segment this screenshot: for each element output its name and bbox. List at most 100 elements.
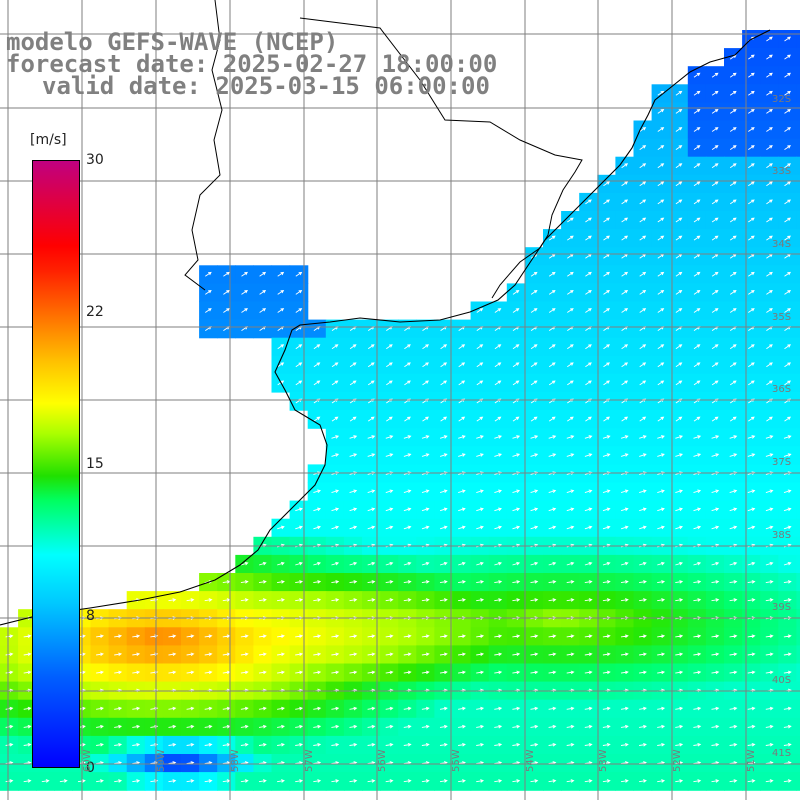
coastline-path bbox=[299, 17, 583, 249]
wind-arrow bbox=[566, 561, 575, 566]
wind-arrow bbox=[494, 380, 502, 386]
wind-arrow bbox=[367, 779, 376, 783]
wind-arrow bbox=[784, 271, 791, 277]
wind-arrow bbox=[114, 706, 123, 711]
wind-arrow bbox=[639, 416, 647, 422]
wind-arrow bbox=[494, 489, 502, 494]
wind-arrow bbox=[621, 271, 629, 277]
wind-arrow bbox=[548, 489, 557, 494]
wind-arrow bbox=[567, 217, 574, 223]
wind-arrow bbox=[729, 724, 738, 729]
wind-arrow bbox=[313, 598, 322, 602]
wind-arrow bbox=[439, 580, 448, 584]
wind-arrow bbox=[240, 580, 249, 584]
wind-arrow bbox=[766, 217, 773, 223]
wind-arrow bbox=[385, 706, 394, 711]
wind-arrow bbox=[476, 308, 484, 313]
wind-arrow bbox=[657, 308, 665, 313]
wind-arrow bbox=[548, 742, 557, 747]
wind-arrow bbox=[530, 344, 538, 350]
wind-speed-cell bbox=[796, 229, 800, 248]
wind-arrow bbox=[584, 724, 593, 729]
wind-arrow bbox=[747, 652, 756, 657]
wind-speed-cell bbox=[796, 591, 800, 610]
wind-arrow bbox=[403, 435, 412, 439]
wind-arrow bbox=[766, 199, 773, 205]
wind-arrow bbox=[747, 525, 756, 530]
wind-arrow bbox=[766, 416, 773, 422]
wind-arrow bbox=[748, 163, 755, 169]
wind-arrow bbox=[403, 525, 412, 530]
wind-arrow bbox=[639, 742, 647, 747]
wind-arrow bbox=[5, 742, 14, 747]
wind-speed-cell bbox=[796, 518, 800, 538]
wind-arrow bbox=[349, 362, 357, 368]
wind-arrow bbox=[132, 670, 141, 675]
wind-arrow bbox=[603, 362, 610, 368]
wind-arrow bbox=[765, 670, 774, 675]
wind-arrow bbox=[295, 561, 303, 566]
wind-arrow bbox=[295, 779, 304, 783]
wind-arrow bbox=[748, 181, 755, 187]
wind-arrow bbox=[530, 652, 539, 657]
wind-arrow bbox=[584, 561, 593, 566]
wind-arrow bbox=[132, 652, 141, 657]
wind-arrow bbox=[367, 416, 375, 422]
wind-arrow bbox=[620, 742, 629, 747]
wind-arrow bbox=[421, 724, 430, 729]
wind-arrow bbox=[277, 724, 285, 729]
wind-arrow bbox=[639, 235, 647, 241]
wind-arrow bbox=[313, 489, 321, 494]
wind-arrow bbox=[277, 344, 285, 350]
wind-arrow bbox=[295, 271, 303, 277]
wind-arrow bbox=[693, 435, 702, 439]
wind-speed-cell bbox=[796, 355, 800, 375]
wind-arrow bbox=[349, 507, 358, 512]
wind-arrow bbox=[421, 435, 430, 439]
wind-arrow bbox=[748, 90, 755, 96]
wind-arrow bbox=[5, 706, 14, 711]
lat-label: 39S bbox=[772, 602, 792, 613]
wind-arrow bbox=[259, 308, 267, 313]
wind-arrow bbox=[204, 724, 213, 729]
wind-arrow bbox=[494, 453, 502, 457]
wind-arrow bbox=[693, 598, 702, 602]
wind-arrow bbox=[567, 289, 574, 295]
wind-arrow bbox=[566, 706, 575, 711]
wind-arrow bbox=[747, 670, 756, 675]
wind-arrow bbox=[494, 344, 502, 350]
wind-arrow bbox=[620, 561, 629, 566]
wind-arrow bbox=[223, 289, 230, 295]
wind-arrow bbox=[439, 489, 448, 494]
wind-speed-cell bbox=[796, 48, 800, 67]
wind-arrow bbox=[548, 235, 556, 241]
wind-arrow bbox=[747, 742, 756, 747]
wind-speed-cell bbox=[796, 645, 800, 665]
wind-arrow bbox=[331, 344, 339, 350]
wind-arrow bbox=[765, 598, 774, 602]
wind-arrow bbox=[711, 670, 720, 675]
wind-arrow bbox=[621, 235, 629, 241]
wind-arrow bbox=[349, 670, 358, 675]
wind-speed-cell bbox=[796, 138, 800, 158]
wind-arrow bbox=[421, 561, 430, 566]
wind-arrow bbox=[675, 453, 683, 457]
wind-arrow bbox=[675, 416, 683, 422]
wind-arrow bbox=[675, 489, 683, 494]
wind-arrow bbox=[277, 289, 285, 295]
wind-arrow bbox=[784, 181, 791, 187]
wind-arrow bbox=[548, 598, 557, 602]
wind-arrow bbox=[693, 217, 701, 223]
wind-arrow bbox=[385, 634, 394, 638]
wind-arrow bbox=[295, 380, 303, 386]
wind-arrow bbox=[675, 670, 684, 675]
wind-arrow bbox=[240, 670, 249, 675]
wind-arrow bbox=[620, 489, 629, 494]
wind-arrow bbox=[657, 271, 665, 277]
wind-speed-cell bbox=[796, 30, 800, 49]
wind-arrow bbox=[657, 435, 665, 439]
lon-label: 53W bbox=[598, 749, 609, 772]
wind-arrow bbox=[204, 598, 213, 602]
wind-arrow bbox=[620, 652, 629, 657]
